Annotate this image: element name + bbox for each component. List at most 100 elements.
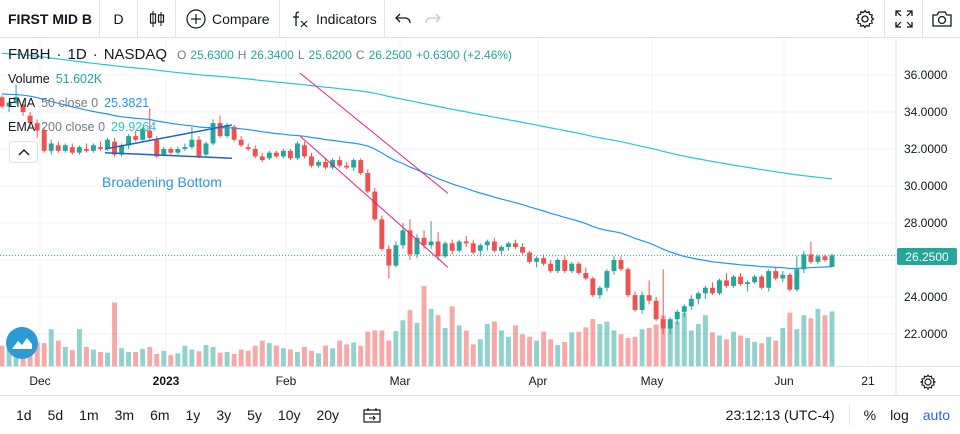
candle-body xyxy=(674,311,680,320)
candle-body xyxy=(126,136,132,146)
tradingview-logo[interactable] xyxy=(6,327,38,359)
range-button[interactable]: 1m xyxy=(79,407,99,423)
candle-body xyxy=(702,287,708,294)
redo-icon[interactable] xyxy=(425,12,441,26)
volume-bar xyxy=(759,343,765,366)
volume-legend[interactable]: Volume 51.602K xyxy=(8,72,102,86)
price-axis[interactable]: 36.0000 34.0000 32.0000 30.0000 28.0000 24.00… xyxy=(904,68,948,341)
high-label: H xyxy=(237,48,247,62)
time-axis[interactable]: Dec 2023 Feb Mar Apr May Jun 21 xyxy=(0,366,960,395)
divider xyxy=(848,405,850,425)
volume-bar xyxy=(822,315,828,366)
range-button[interactable]: 3y xyxy=(216,407,232,423)
candle-body xyxy=(766,271,772,288)
candle-body xyxy=(224,124,230,137)
volume-bar xyxy=(738,335,744,366)
indicators-button[interactable]: Indicators xyxy=(280,0,385,38)
range-button[interactable]: 3m xyxy=(114,407,135,423)
candle-body xyxy=(724,280,729,286)
indicators-label: Indicators xyxy=(316,10,377,27)
candles-icon xyxy=(149,10,165,28)
candle-body xyxy=(773,271,779,279)
symbol-search-button[interactable]: FIRST MID B xyxy=(0,0,100,38)
undo-icon[interactable] xyxy=(395,12,411,26)
candle-body xyxy=(27,115,33,124)
volume-bar xyxy=(98,352,103,366)
range-button[interactable]: 20y xyxy=(316,407,340,423)
volume-bar xyxy=(259,340,265,366)
candle-body xyxy=(69,147,75,153)
calendar-range-icon[interactable] xyxy=(363,407,381,423)
settings-button[interactable] xyxy=(846,0,884,38)
range-button[interactable]: 1y xyxy=(185,407,201,423)
fullscreen-button[interactable] xyxy=(884,0,922,38)
volume-bar xyxy=(484,324,490,366)
candle-body xyxy=(562,260,568,272)
candle-body xyxy=(13,97,19,103)
clock[interactable]: 23:12:13 (UTC-4) xyxy=(725,407,835,423)
volume-bar xyxy=(76,329,82,366)
candle-body xyxy=(660,319,666,329)
axis-settings-icon[interactable] xyxy=(919,374,937,390)
volume-name: Volume xyxy=(8,72,50,86)
candle-body xyxy=(590,278,596,296)
percent-toggle[interactable]: % xyxy=(863,407,877,423)
candle-body xyxy=(632,295,638,310)
candle-body xyxy=(801,254,807,270)
legend-sep: · xyxy=(56,46,62,63)
volume-bar xyxy=(787,312,793,366)
range-button[interactable]: 1d xyxy=(16,407,32,423)
chart-drawings[interactable] xyxy=(104,72,449,268)
volume-bar xyxy=(731,331,736,366)
bottom-right-controls: 23:12:13 (UTC-4) % log auto xyxy=(726,396,950,434)
candle-body xyxy=(435,241,441,257)
volume-bar xyxy=(0,345,5,366)
candle-body xyxy=(294,143,300,159)
candle-body xyxy=(477,245,483,251)
volume-bar xyxy=(175,353,181,366)
auto-toggle[interactable]: auto xyxy=(922,407,950,423)
chart-type-button[interactable] xyxy=(138,0,176,38)
pattern-upper-line xyxy=(104,124,233,150)
candle-body xyxy=(794,269,800,290)
volume-bar xyxy=(653,324,659,366)
price-chart[interactable]: 36.0000 34.0000 32.0000 30.0000 28.0000 24.00… xyxy=(0,39,960,366)
ema200-legend[interactable]: EMA 200 close 0 29.9264 xyxy=(8,120,156,134)
range-button[interactable]: 6m xyxy=(150,407,170,423)
candle-body xyxy=(358,160,364,174)
screenshot-button[interactable] xyxy=(922,0,960,38)
volume-bar xyxy=(801,315,807,366)
candle-body xyxy=(829,255,835,267)
candle-body xyxy=(534,258,540,262)
candle-body xyxy=(140,128,146,140)
candle-body xyxy=(48,143,54,151)
ema50-legend[interactable]: EMA 50 close 0 25.3821 xyxy=(8,96,149,110)
compare-button[interactable]: Compare xyxy=(176,0,280,38)
candle-body xyxy=(330,160,336,168)
candle-body xyxy=(576,263,582,273)
symbol-legend-row[interactable]: FMBH · 1D · NASDAQ O 25.6300 H 26.3400 L 25… xyxy=(8,46,512,63)
range-button[interactable]: 5d xyxy=(47,407,64,423)
candle-body xyxy=(498,247,504,251)
pattern-lower-line xyxy=(104,151,233,159)
candle-body xyxy=(273,152,279,157)
candle-body xyxy=(301,145,307,157)
candle-body xyxy=(238,139,244,146)
volume-bar xyxy=(688,330,694,366)
volume-bar xyxy=(119,348,125,366)
volume-bar xyxy=(379,330,385,366)
price-tick-label: 36.0000 xyxy=(904,68,948,82)
range-button[interactable]: 5y xyxy=(247,407,262,423)
candle-body xyxy=(442,243,448,257)
collapse-legend-button[interactable] xyxy=(9,141,38,163)
volume-bar xyxy=(386,340,392,366)
interval-button[interactable]: D xyxy=(100,0,138,38)
volume-bar xyxy=(400,320,406,366)
candle-body xyxy=(787,274,793,290)
range-button[interactable]: 10y xyxy=(277,407,301,423)
candle-body xyxy=(189,139,195,148)
log-toggle[interactable]: log xyxy=(890,407,909,423)
plus-circle-icon xyxy=(186,8,206,29)
candle-body xyxy=(266,152,272,159)
volume-bar xyxy=(83,346,89,366)
